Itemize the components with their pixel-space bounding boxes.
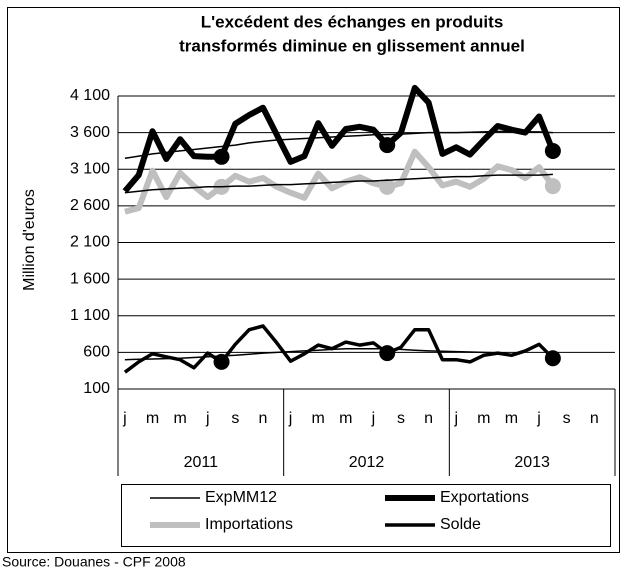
y-tick-label: 600 — [83, 344, 110, 361]
series-line — [122, 84, 556, 194]
y-tick-label: 2 600 — [70, 197, 110, 214]
x-tick-label: n — [259, 410, 268, 427]
series-marker — [379, 345, 396, 362]
year-label: 2011 — [184, 454, 219, 471]
x-tick-label: j — [453, 410, 458, 427]
x-tick-label: n — [424, 410, 433, 427]
y-tick-label: 2 100 — [70, 234, 110, 251]
y-tick-label: 3 600 — [70, 124, 110, 141]
chart-title: transformés diminue en glissement annuel — [179, 36, 525, 55]
x-tick-label: m — [146, 410, 159, 427]
x-tick-label: m — [477, 410, 490, 427]
x-tick-label: j — [371, 410, 376, 427]
chart-frame — [7, 7, 620, 553]
series-line — [123, 324, 555, 374]
x-tick-label: m — [505, 410, 518, 427]
source-note: Source: Douanes - CPF 2008 — [2, 554, 186, 570]
x-tick-label: s — [231, 410, 239, 427]
x-tick-label: m — [173, 410, 186, 427]
series-marker — [544, 178, 561, 195]
series-line — [124, 347, 498, 361]
y-tick-label: 1 600 — [70, 270, 110, 287]
y-tick-label: 3 100 — [70, 160, 110, 177]
legend-label: Exportations — [440, 489, 529, 506]
series-marker — [544, 350, 561, 367]
series-marker — [213, 353, 230, 370]
x-tick-label: j — [536, 410, 541, 427]
series-marker — [379, 137, 396, 154]
x-tick-label: j — [205, 410, 210, 427]
legend-label: Importations — [205, 516, 293, 533]
chart-title: L'excédent des échanges en produits — [201, 12, 504, 31]
x-tick-label: s — [563, 410, 571, 427]
legend-label: ExpMM12 — [205, 489, 277, 506]
x-tick-label: j — [122, 410, 127, 427]
x-tick-label: m — [312, 410, 325, 427]
year-label: 2012 — [349, 454, 385, 471]
legend-label: Solde — [440, 516, 481, 533]
series-marker — [544, 142, 561, 159]
y-axis-label: Million d'euros — [21, 189, 38, 291]
x-tick-label: n — [590, 410, 599, 427]
legend-box — [121, 484, 611, 547]
x-tick-label: s — [397, 410, 405, 427]
y-tick-label: 100 — [83, 380, 110, 397]
y-tick-label: 4 100 — [70, 87, 110, 104]
series-marker — [213, 148, 230, 165]
y-tick-label: 1 100 — [70, 307, 110, 324]
series-marker — [379, 178, 396, 195]
x-tick-label: j — [288, 410, 293, 427]
x-tick-label: m — [339, 410, 352, 427]
year-label: 2013 — [514, 454, 550, 471]
series-line — [124, 173, 553, 194]
